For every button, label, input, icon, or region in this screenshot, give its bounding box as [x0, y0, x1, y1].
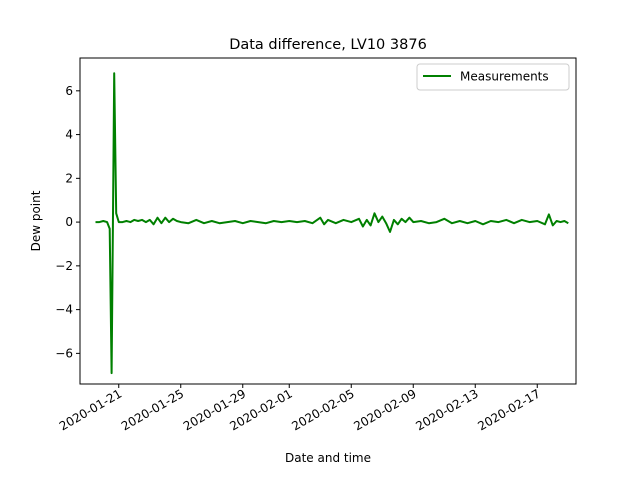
- series-line-layer: [95, 72, 569, 375]
- y-tick-label: 0: [65, 215, 73, 229]
- x-tick-label: 2020-01-25: [119, 386, 186, 433]
- y-tick-label: 4: [65, 128, 73, 142]
- y-axis-label: Dew point: [29, 190, 43, 251]
- chart-title: Data difference, LV10 3876: [229, 37, 427, 53]
- x-tick-label: 2020-01-21: [57, 386, 124, 433]
- x-axis: 2020-01-212020-01-252020-01-292020-02-01…: [57, 384, 543, 433]
- x-tick-label: 2020-02-17: [475, 386, 542, 433]
- x-tick-label: 2020-02-13: [413, 386, 480, 433]
- y-tick-label: −2: [55, 259, 73, 273]
- y-tick-label: 2: [65, 171, 73, 185]
- y-axis: −6 −4 −2 0 2 4 6: [55, 84, 80, 360]
- legend: Measurements: [416, 63, 570, 91]
- y-tick-label: −4: [55, 303, 73, 317]
- x-axis-label: Date and time: [285, 451, 371, 465]
- legend-frame: [416, 63, 570, 91]
- axes-frame: [79, 57, 577, 385]
- x-tick-label: 2020-02-09: [351, 386, 418, 433]
- y-tick-label: −6: [55, 346, 73, 360]
- legend-label: Measurements: [460, 70, 549, 84]
- x-tick-label: 2020-02-05: [289, 386, 356, 433]
- y-tick-label: 6: [65, 84, 73, 98]
- series-line-measurements: [95, 72, 569, 375]
